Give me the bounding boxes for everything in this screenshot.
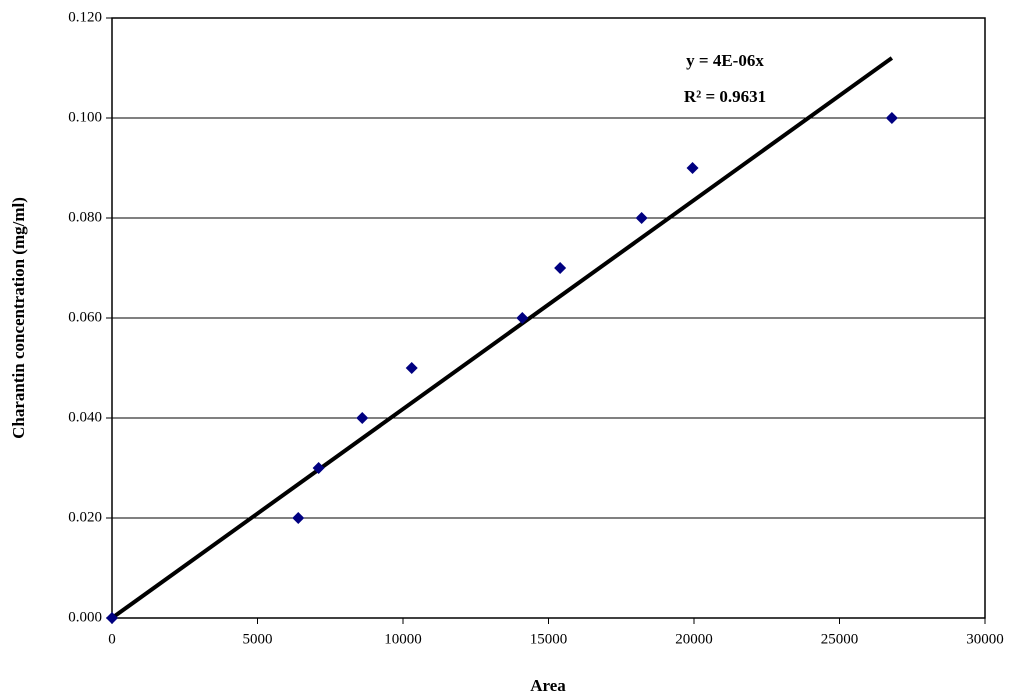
x-tick-label: 15000 (530, 631, 568, 647)
y-tick-label: 0.080 (68, 209, 102, 225)
point (516, 312, 529, 324)
x-tick-label: 0 (108, 631, 116, 647)
point (635, 212, 648, 224)
y-tick-label: 0.120 (68, 9, 102, 25)
equation: y = 4E-06x (686, 51, 764, 70)
x-tick-label: 25000 (821, 631, 859, 647)
point (885, 112, 898, 124)
y-tick-label: 0.100 (68, 109, 102, 125)
point (312, 462, 325, 474)
y-tick-label: 0.000 (68, 609, 102, 625)
y-tick-label: 0.040 (68, 409, 102, 425)
x-tick-label: 10000 (384, 631, 422, 647)
x-tick-label: 30000 (966, 631, 1004, 647)
point (106, 612, 118, 624)
point (405, 362, 418, 374)
r-squared: R² = 0.9631 (684, 87, 766, 106)
x-tick-label: 5000 (243, 631, 273, 647)
point (356, 412, 369, 424)
y-tick-label: 0.020 (68, 509, 102, 525)
point (686, 162, 699, 174)
point (554, 262, 567, 274)
point (292, 512, 305, 524)
trendline (110, 56, 894, 620)
x-tick-label: 20000 (675, 631, 713, 647)
y-tick-label: 0.060 (68, 309, 102, 325)
x-axis-title: Area (530, 676, 566, 695)
y-axis-title: Charantin concentration (mg/ml) (9, 197, 28, 439)
plot-frame (111, 17, 986, 619)
